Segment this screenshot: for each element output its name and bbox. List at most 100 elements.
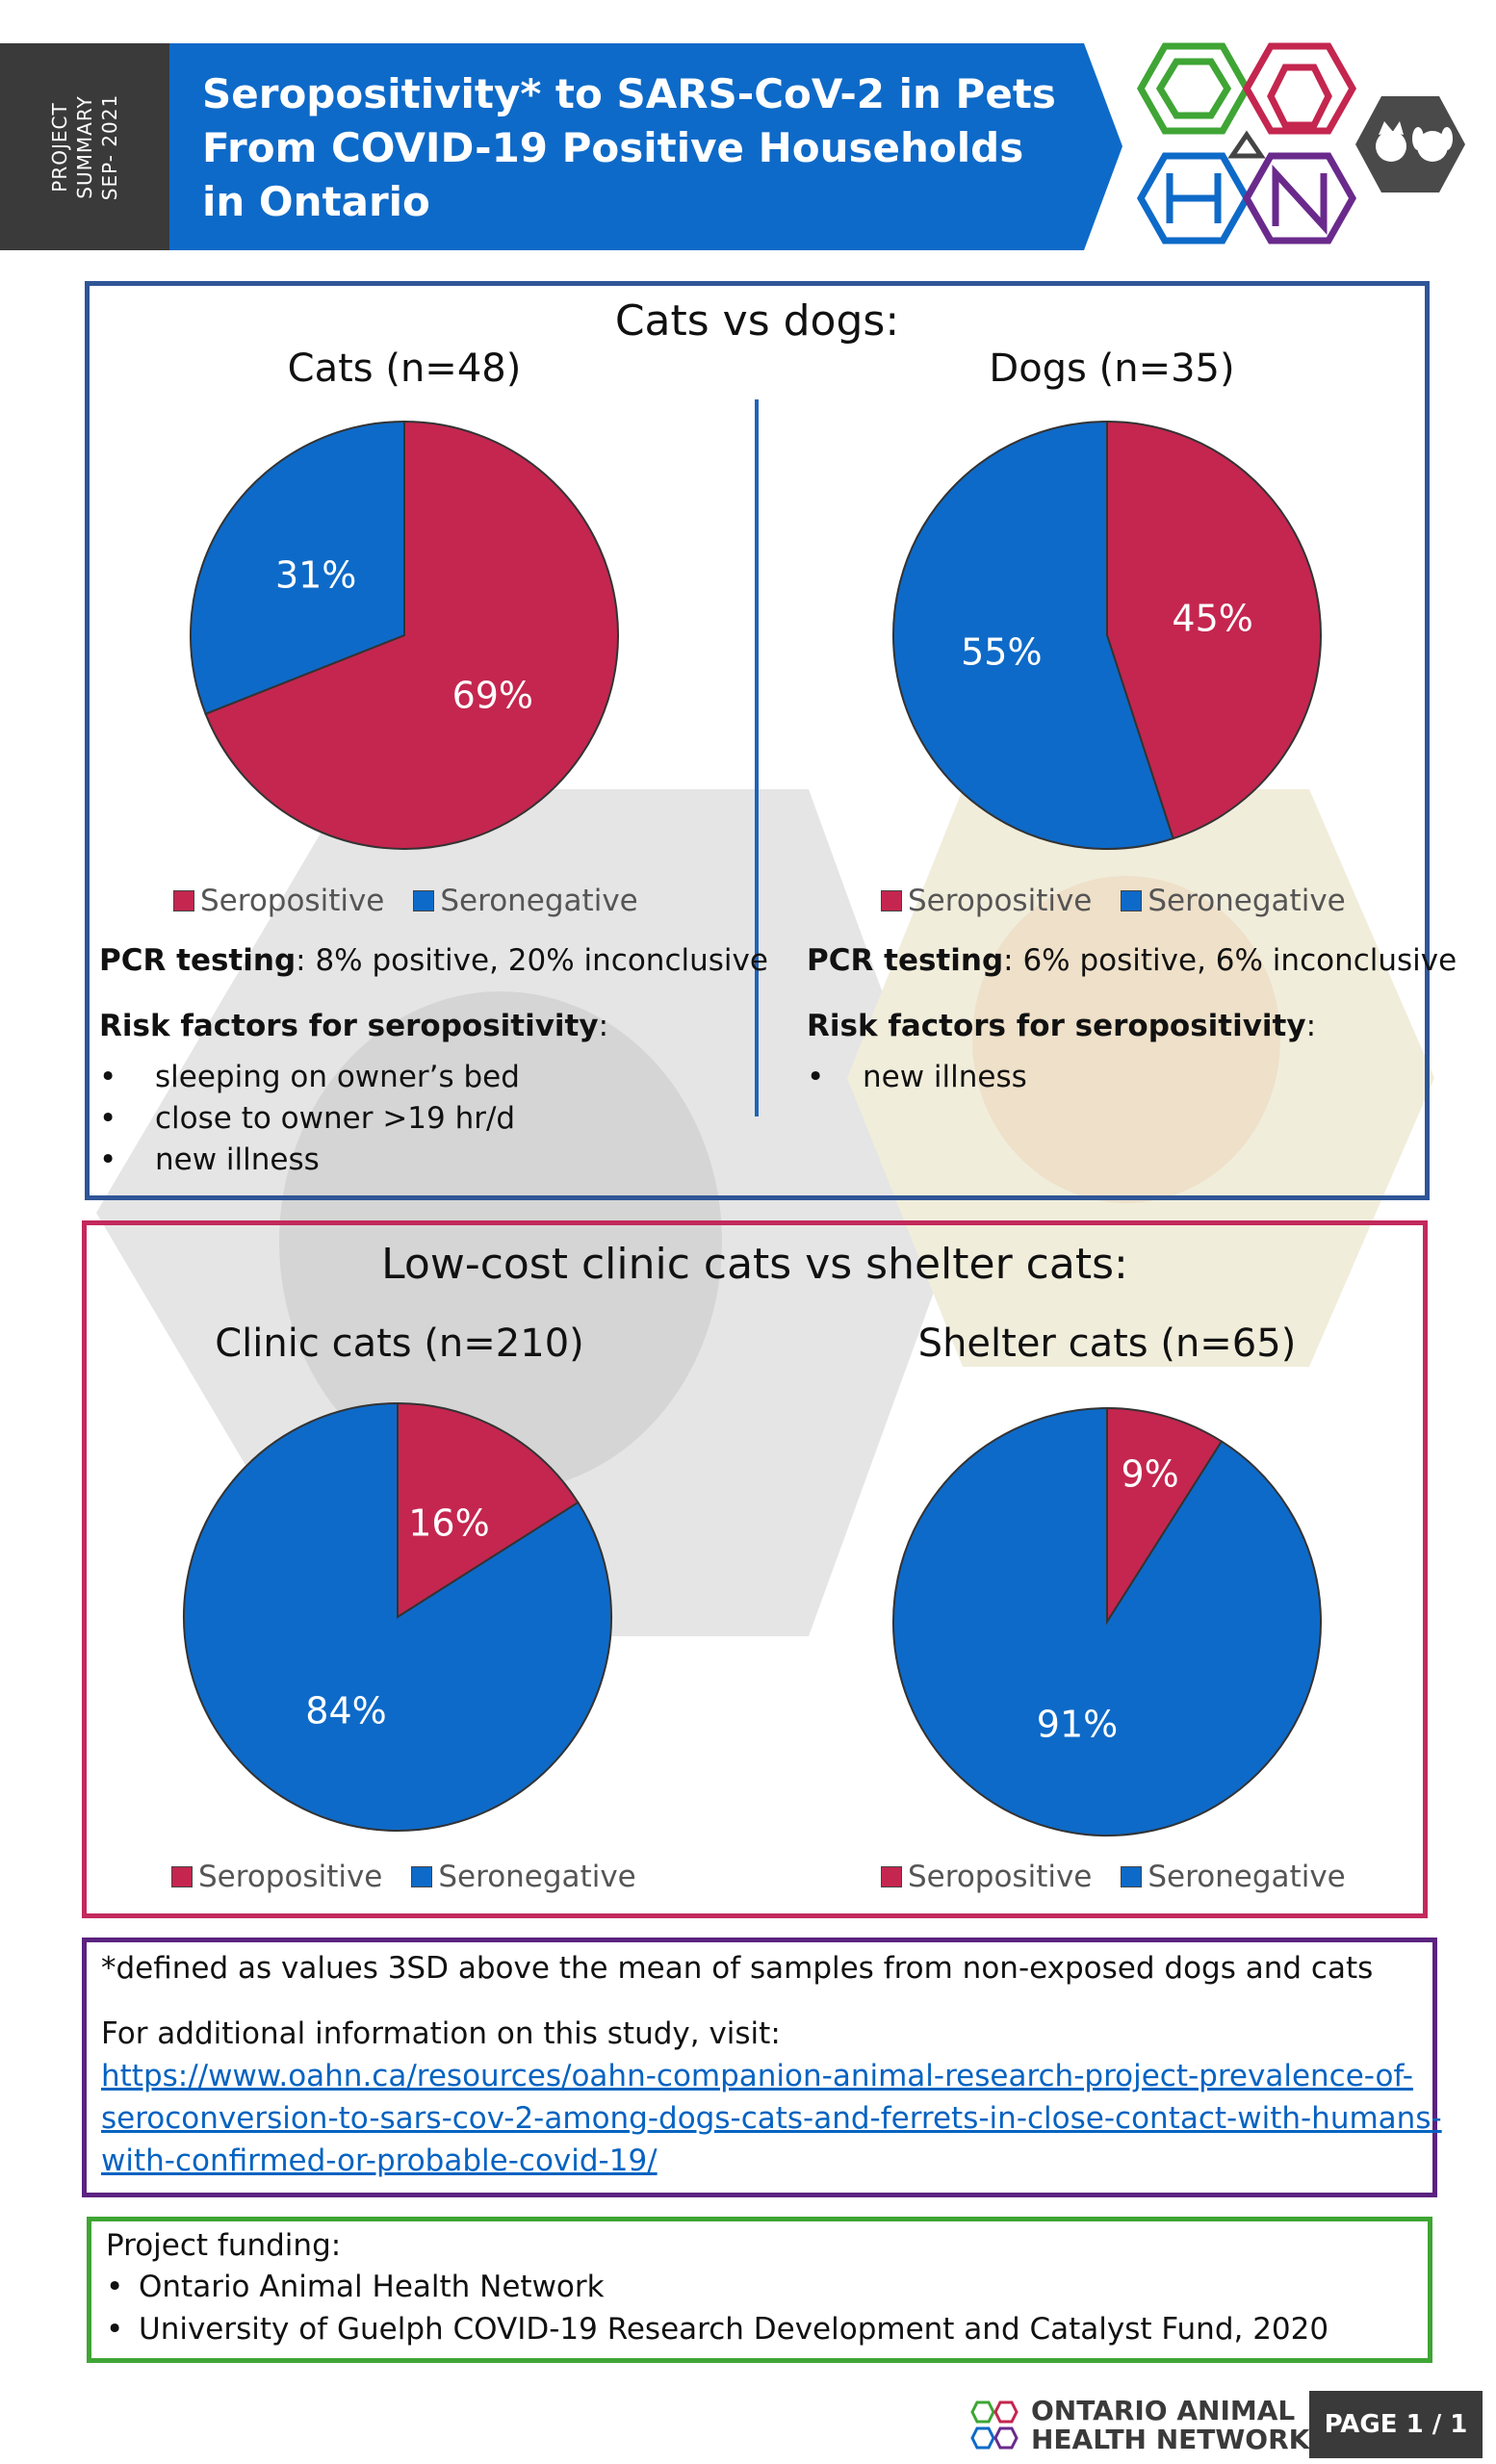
pie-slice-seronegative bbox=[190, 420, 405, 716]
footer-logo-icon bbox=[970, 2400, 1019, 2449]
risk-label: Risk factors for seropositivity bbox=[99, 1009, 599, 1043]
pie-slice-seronegative bbox=[892, 420, 1174, 850]
pie-data-label-seronegative: 91% bbox=[1037, 1704, 1118, 1746]
pie-slice-seropositive bbox=[1106, 1406, 1224, 1626]
risk-factor-text: sleeping on owner’s bed bbox=[155, 1060, 520, 1094]
risk-label: Risk factors for seropositivity bbox=[807, 1009, 1306, 1043]
pie-data-label-seronegative: 31% bbox=[275, 554, 356, 597]
cats-pcr-testing: PCR testing: 8% positive, 20% inconclusi… bbox=[99, 940, 768, 981]
pcr-label: PCR testing bbox=[99, 943, 297, 978]
legend-label-seropositive: Seropositive bbox=[908, 1860, 1093, 1894]
funding-list: • Ontario Animal Health Network • Universi… bbox=[106, 2266, 1328, 2350]
panel-divider bbox=[755, 399, 759, 1116]
legend-swatch-seronegative bbox=[1121, 1866, 1143, 1887]
title-line-2: From COVID-19 Positive Households bbox=[202, 124, 1024, 171]
list-item: • close to owner >19 hr/d bbox=[99, 1101, 516, 1136]
pie-chart-shelter-cats: 9% 91% bbox=[892, 1406, 1322, 1836]
page-number: PAGE 1 / 1 bbox=[1309, 2391, 1483, 2458]
pie-data-label-seronegative: 84% bbox=[305, 1689, 386, 1732]
pie-slice-seropositive bbox=[1106, 420, 1322, 840]
side-tab-line-1: PROJECT bbox=[48, 101, 71, 192]
legend-label-seropositive: Seropositive bbox=[908, 884, 1093, 918]
notes-panel bbox=[82, 1938, 1437, 2197]
footer-org-line-2: HEALTH NETWORK bbox=[1031, 2424, 1310, 2455]
section-title-cats-vs-dogs: Cats vs dogs: bbox=[614, 296, 900, 346]
study-link[interactable]: https://www.oahn.ca/resources/oahn-compa… bbox=[101, 2055, 1442, 2182]
title-line-1: Seropositivity* to SARS-CoV-2 in Pets bbox=[202, 70, 1056, 117]
side-tab-line-2: SUMMARY bbox=[73, 94, 96, 199]
list-item: • Ontario Animal Health Network bbox=[106, 2270, 605, 2304]
legend-swatch-seronegative bbox=[1121, 890, 1143, 911]
legend-label-seronegative: Seronegative bbox=[1148, 884, 1346, 918]
pcr-text: : 6% positive, 6% inconclusive bbox=[1003, 943, 1457, 978]
risk-suffix: : bbox=[598, 1009, 609, 1043]
study-link-line-1[interactable]: https://www.oahn.ca/resources/oahn-compa… bbox=[101, 2059, 1413, 2093]
risk-factor-text: new illness bbox=[155, 1142, 320, 1177]
list-item: • sleeping on owner’s bed bbox=[99, 1060, 520, 1094]
legend-label-seropositive: Seropositive bbox=[198, 1860, 383, 1894]
pie-slice-seronegative bbox=[183, 1401, 612, 1832]
legend-dogs: Seropositive Seronegative bbox=[881, 884, 1375, 918]
study-link-line-2[interactable]: seroconversion-to-sars-cov-2-among-dogs-… bbox=[101, 2101, 1442, 2136]
pie-data-label-seropositive: 45% bbox=[1172, 598, 1252, 640]
page-title: Seropositivity* to SARS-CoV-2 in Pets Fr… bbox=[202, 67, 1069, 229]
pcr-label: PCR testing bbox=[807, 943, 1004, 978]
section-title-clinic-vs-shelter: Low-cost clinic cats vs shelter cats: bbox=[381, 1240, 1128, 1289]
pie-data-label-seropositive: 9% bbox=[1121, 1453, 1178, 1496]
pie-chart-clinic-cats: 16% 84% bbox=[183, 1401, 612, 1832]
pie-chart-dogs: 45% 55% bbox=[892, 420, 1322, 850]
funding-panel bbox=[87, 2217, 1432, 2363]
funding-item-text: Ontario Animal Health Network bbox=[139, 2270, 605, 2304]
legend-cats: Seropositive Seronegative bbox=[173, 884, 667, 918]
risk-suffix: : bbox=[1305, 1009, 1317, 1043]
study-link-line-3[interactable]: with-confirmed-or-probable-covid-19/ bbox=[101, 2143, 658, 2178]
more-info-text: For additional information on this study… bbox=[101, 2016, 781, 2051]
list-item: • new illness bbox=[99, 1142, 320, 1177]
pie-slice-seronegative bbox=[892, 1406, 1322, 1836]
list-item: • University of Guelph COVID-19 Research … bbox=[106, 2312, 1329, 2347]
pie-slice-seropositive bbox=[397, 1401, 580, 1619]
legend-swatch-seropositive bbox=[171, 1866, 193, 1887]
dogs-risk-factors-heading: Risk factors for seropositivity: bbox=[807, 1006, 1316, 1046]
chart-title-dogs: Dogs (n=35) bbox=[989, 346, 1235, 391]
title-line-3: in Ontario bbox=[202, 178, 430, 225]
legend-swatch-seropositive bbox=[173, 890, 194, 911]
pie-chart-cats: 69% 31% bbox=[190, 420, 619, 850]
legend-shelter-cats: Seropositive Seronegative bbox=[881, 1860, 1375, 1894]
chart-title-shelter-cats: Shelter cats (n=65) bbox=[917, 1322, 1297, 1366]
legend-label-seropositive: Seropositive bbox=[200, 884, 385, 918]
cats-vs-dogs-panel bbox=[85, 281, 1430, 1200]
clinic-vs-shelter-panel bbox=[82, 1220, 1428, 1918]
project-summary-tab: PROJECT SUMMARY SEP- 2021 bbox=[0, 43, 169, 250]
cats-risk-factors-list: • sleeping on owner’s bed • close to owner… bbox=[99, 1057, 520, 1181]
legend-swatch-seropositive bbox=[881, 1866, 902, 1887]
pie-data-label-seropositive: 16% bbox=[408, 1502, 489, 1545]
dogs-pcr-testing: PCR testing: 6% positive, 6% inconclusiv… bbox=[807, 940, 1457, 981]
legend-swatch-seronegative bbox=[411, 1866, 433, 1887]
footer-oahn-logo: ONTARIO ANIMAL HEALTH NETWORK bbox=[967, 2397, 1309, 2454]
risk-factor-text: new illness bbox=[863, 1060, 1027, 1094]
legend-label-seronegative: Seronegative bbox=[1148, 1860, 1346, 1894]
legend-swatch-seronegative bbox=[413, 890, 435, 911]
chart-title-clinic-cats: Clinic cats (n=210) bbox=[215, 1322, 584, 1366]
cats-risk-factors-heading: Risk factors for seropositivity: bbox=[99, 1006, 608, 1046]
definition-note: *defined as values 3SD above the mean of… bbox=[101, 1951, 1374, 1986]
list-item: • new illness bbox=[807, 1060, 1027, 1094]
legend-clinic-cats: Seropositive Seronegative bbox=[171, 1860, 665, 1894]
legend-swatch-seropositive bbox=[881, 890, 902, 911]
pie-slice-seropositive bbox=[204, 420, 619, 850]
legend-label-seronegative: Seronegative bbox=[438, 1860, 636, 1894]
chart-title-cats: Cats (n=48) bbox=[287, 346, 522, 391]
oahn-logo bbox=[1136, 42, 1465, 244]
funding-item-text: University of Guelph COVID-19 Research D… bbox=[139, 2312, 1329, 2347]
pcr-text: : 8% positive, 20% inconclusive bbox=[296, 943, 768, 978]
funding-title: Project funding: bbox=[106, 2228, 342, 2263]
pie-data-label-seropositive: 69% bbox=[452, 674, 533, 716]
title-banner bbox=[169, 43, 1122, 250]
legend-label-seronegative: Seronegative bbox=[440, 884, 638, 918]
side-tab-line-3: SEP- 2021 bbox=[98, 93, 121, 200]
dogs-risk-factors-list: • new illness bbox=[807, 1057, 1027, 1098]
footer-org-line-1: ONTARIO ANIMAL bbox=[1031, 2395, 1296, 2426]
risk-factor-text: close to owner >19 hr/d bbox=[155, 1101, 516, 1136]
pie-data-label-seronegative: 55% bbox=[961, 630, 1042, 673]
